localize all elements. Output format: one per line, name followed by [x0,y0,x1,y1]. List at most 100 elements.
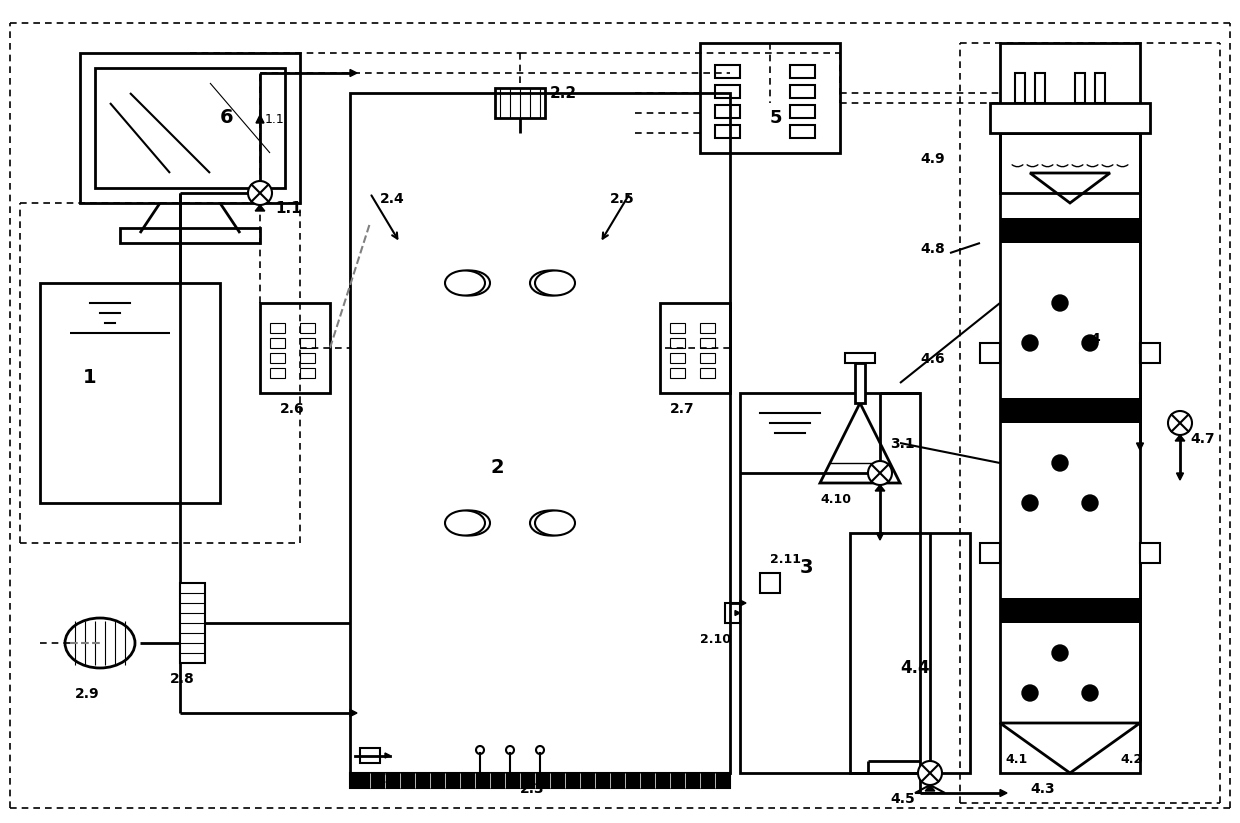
Circle shape [1052,645,1068,661]
Bar [660,303,730,393]
Bar [350,773,730,788]
Text: 2.7: 2.7 [670,402,694,416]
Text: 4.6: 4.6 [920,352,945,366]
Bar [40,283,219,503]
Text: 1.1: 1.1 [275,201,301,216]
Bar [715,125,740,138]
Bar [300,323,315,333]
Ellipse shape [534,510,575,536]
Bar [670,323,684,333]
Text: 6: 6 [219,108,233,127]
Ellipse shape [529,510,570,536]
Text: 2.9: 2.9 [74,687,99,701]
Circle shape [1022,335,1038,351]
Bar [1095,73,1105,103]
Polygon shape [925,785,935,791]
Polygon shape [255,115,264,123]
Circle shape [476,746,484,754]
Circle shape [248,181,272,205]
Text: 4: 4 [1090,332,1100,346]
Circle shape [1168,411,1192,435]
Text: 2.8: 2.8 [170,672,195,686]
Bar [725,603,740,623]
Polygon shape [1177,473,1183,480]
Text: 2.2: 2.2 [551,86,577,101]
Text: 4.2: 4.2 [1120,753,1142,766]
Ellipse shape [450,510,490,536]
Bar [701,43,839,153]
Text: 2.3: 2.3 [520,782,544,796]
Bar [270,338,285,348]
Bar [701,368,715,378]
Text: 5: 5 [770,109,782,127]
Bar [740,393,920,773]
Bar [715,65,740,78]
Text: 2: 2 [490,458,503,477]
Bar [95,68,285,188]
Bar [999,133,1140,193]
Bar [360,748,379,763]
Bar [856,363,866,403]
Polygon shape [820,403,900,483]
Polygon shape [735,611,740,616]
Polygon shape [999,723,1140,773]
Text: 4.1: 4.1 [1004,753,1027,766]
Ellipse shape [64,618,135,668]
Bar [790,65,815,78]
Bar [350,93,730,773]
Bar [270,353,285,363]
Text: 4.7: 4.7 [1190,432,1215,446]
Circle shape [1083,685,1097,701]
Polygon shape [1176,435,1184,441]
Bar [670,353,684,363]
Polygon shape [255,205,265,211]
Polygon shape [875,485,885,491]
Bar [260,303,330,393]
Circle shape [536,746,544,754]
Bar [300,338,315,348]
Bar [300,368,315,378]
Polygon shape [999,789,1007,797]
Bar [849,533,970,773]
Bar [120,228,260,243]
Bar [1140,543,1159,563]
Polygon shape [1030,173,1110,203]
Bar [790,85,815,98]
Circle shape [1052,295,1068,311]
Polygon shape [915,785,945,793]
Bar [790,125,815,138]
Bar [701,353,715,363]
Bar [844,353,875,363]
Bar [81,53,300,203]
Text: 2.5: 2.5 [610,192,635,206]
Bar [1016,73,1025,103]
Text: 3: 3 [800,558,813,577]
Polygon shape [1137,443,1143,450]
Bar [670,338,684,348]
Polygon shape [350,709,357,717]
Ellipse shape [445,510,485,536]
Bar [180,583,205,663]
Circle shape [506,746,515,754]
Circle shape [1052,455,1068,471]
Circle shape [918,761,942,785]
Polygon shape [350,69,357,77]
Ellipse shape [445,271,485,295]
Bar [715,105,740,118]
Ellipse shape [529,271,570,295]
Circle shape [1022,685,1038,701]
Bar [1035,73,1045,103]
Bar [270,368,285,378]
Text: 2.6: 2.6 [280,402,305,416]
Circle shape [1022,495,1038,511]
Text: 4.3: 4.3 [1030,782,1055,796]
Bar [980,543,999,563]
Text: 3.1: 3.1 [890,437,915,451]
Circle shape [868,461,892,485]
Text: 2.4: 2.4 [379,192,404,206]
Ellipse shape [450,271,490,295]
Bar [670,368,684,378]
Text: 4.5: 4.5 [890,792,915,806]
Bar [980,343,999,363]
Bar [300,353,315,363]
